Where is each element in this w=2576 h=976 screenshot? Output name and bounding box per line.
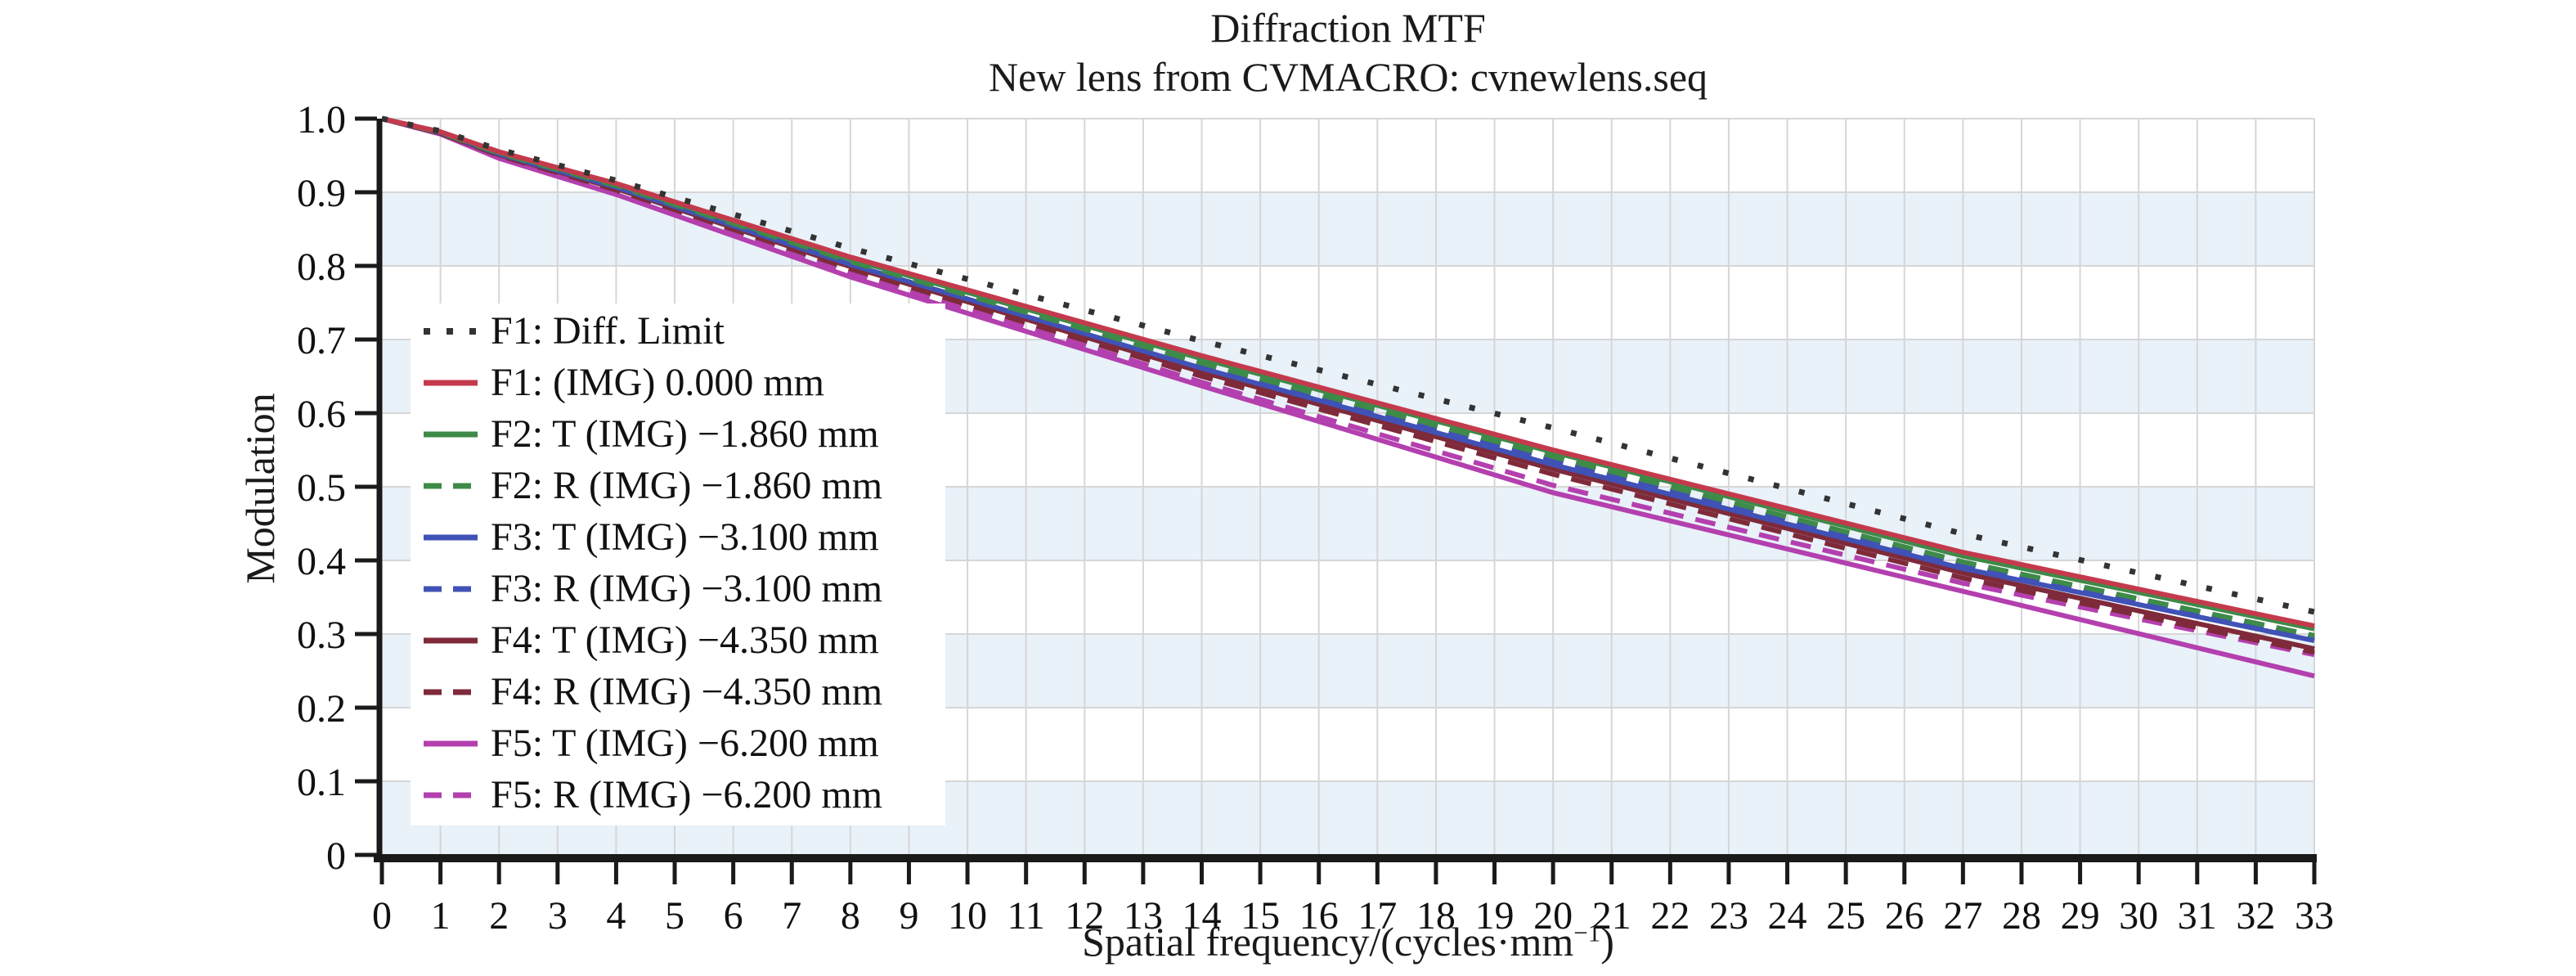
y-tick-label: 0 [326,834,346,878]
legend-item: F2: T (IMG) −1.860 mm [422,408,945,460]
legend-swatch-line [424,740,478,746]
x-tick-label: 0 [372,894,392,938]
x-tick-label: 12 [1065,894,1104,938]
legend-item: F1: Diff. Limit [422,305,945,357]
x-axis-title: Spatial frequency/(cycles·mm−1) [382,918,2314,965]
legend-item: F3: T (IMG) −3.100 mm [422,511,945,563]
y-tick-label: 1.0 [297,98,346,142]
legend-swatch-line [424,792,478,798]
x-tick-label: 16 [1299,894,1339,938]
x-tick-label: 24 [1768,894,1807,938]
legend-label: F3: T (IMG) −3.100 mm [491,515,879,559]
x-tick-label: 15 [1241,894,1280,938]
x-tick-label: 17 [1358,894,1397,938]
legend-label: F3: R (IMG) −3.100 mm [491,567,883,610]
x-axis-title-text: Spatial frequency/(cycles·mm [1082,919,1574,965]
legend: F1: Diff. Limit F1: (IMG) 0.000 mm F2: T (… [411,304,945,825]
x-tick-label: 5 [665,894,684,938]
x-tick-label: 26 [1885,894,1924,938]
x-tick-label: 23 [1709,894,1748,938]
x-tick-label: 8 [841,894,860,938]
x-tick-label: 10 [948,894,987,938]
y-axis-title: Modulation [237,393,283,584]
legend-item: F4: T (IMG) −4.350 mm [422,614,945,666]
legend-label: F2: T (IMG) −1.860 mm [491,412,879,456]
x-axis-title-superscript: −1 [1573,918,1601,947]
y-tick-label: 0.7 [297,319,346,362]
legend-item: F5: R (IMG) −6.200 mm [422,769,945,821]
x-tick-label: 21 [1592,894,1631,938]
x-tick-label: 4 [606,894,626,938]
x-tick-label: 14 [1182,894,1221,938]
x-tick-label: 13 [1124,894,1163,938]
legend-label: F5: R (IMG) −6.200 mm [491,773,883,816]
y-tick-label: 0.6 [297,393,346,436]
x-tick-label: 22 [1650,894,1690,938]
x-tick-label: 29 [2061,894,2100,938]
legend-item: F1: (IMG) 0.000 mm [422,357,945,408]
x-tick-label: 25 [1826,894,1865,938]
x-tick-label: 31 [2178,894,2217,938]
x-tick-label: 27 [1943,894,1982,938]
y-tick-label: 0.8 [297,245,346,289]
legend-swatch-line [424,380,478,385]
x-tick-label: 32 [2236,894,2275,938]
y-tick-label: 0.3 [297,614,346,657]
x-tick-label: 7 [782,894,801,938]
legend-swatch-line [424,586,478,591]
y-tick-label: 0.5 [297,466,346,510]
legend-label: F1: Diff. Limit [491,309,725,353]
legend-label: F1: (IMG) 0.000 mm [491,361,824,404]
legend-item: F5: T (IMG) −6.200 mm [422,717,945,769]
x-tick-label: 30 [2119,894,2158,938]
x-tick-label: 20 [1533,894,1573,938]
x-tick-label: 11 [1008,894,1045,938]
legend-label: F4: T (IMG) −4.350 mm [491,618,879,662]
x-tick-label: 18 [1416,894,1456,938]
x-tick-label: 19 [1475,894,1515,938]
x-tick-label: 33 [2295,894,2334,938]
x-axis-title-close: ) [1600,919,1614,965]
chart-title: Diffraction MTF [1210,5,1486,51]
legend-item: F2: R (IMG) −1.860 mm [422,460,945,511]
legend-swatch-line [424,689,478,695]
legend-swatch-line [424,534,478,540]
chart-subtitle: New lens from CVMACRO: cvnewlens.seq [988,54,1708,100]
legend-label: F2: R (IMG) −1.860 mm [491,464,883,507]
x-tick-label: 1 [431,894,451,938]
series-line-1 [381,115,2315,615]
legend-item: F3: R (IMG) −3.100 mm [422,563,945,614]
legend-swatch-line [424,637,478,643]
x-tick-label: 2 [489,894,509,938]
band [382,192,2314,266]
y-tick-label: 0.1 [297,761,346,804]
legend-swatch-line [424,483,478,488]
legend-item: F4: R (IMG) −4.350 mm [422,666,945,717]
x-tick-label: 6 [724,894,743,938]
x-tick-label: 28 [2002,894,2041,938]
legend-swatch-line [424,431,478,437]
y-tick-label: 0.4 [297,540,346,583]
x-tick-label: 3 [548,894,568,938]
legend-swatch-line [424,327,478,335]
y-tick-label: 0.2 [297,687,346,731]
y-tick-label: 0.9 [297,172,346,215]
legend-label: F5: T (IMG) −6.200 mm [491,722,879,765]
x-tick-label: 9 [899,894,918,938]
legend-label: F4: R (IMG) −4.350 mm [491,670,883,713]
